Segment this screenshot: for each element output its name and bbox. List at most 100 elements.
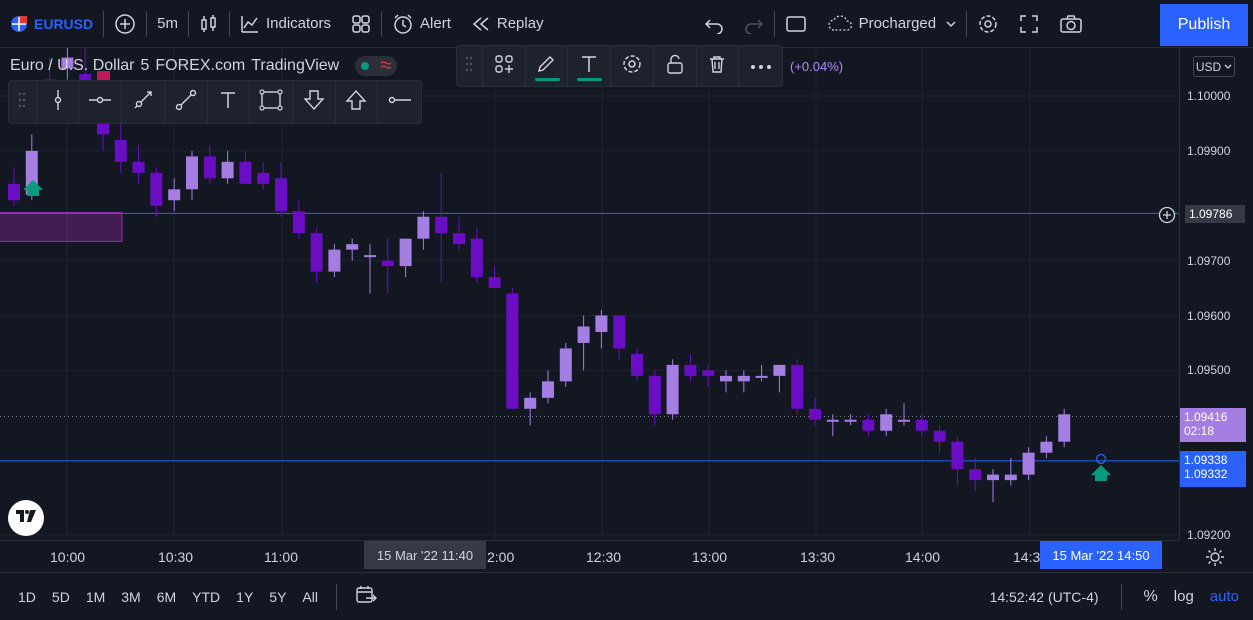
tradingview-logo[interactable] (8, 500, 44, 536)
publish-button[interactable]: Publish (1160, 4, 1248, 46)
add-alert-plus-icon[interactable] (1158, 206, 1176, 229)
auto-toggle[interactable]: auto (1209, 588, 1239, 605)
arrow-up-tool[interactable] (336, 80, 379, 124)
symbol-name: Euro / U.S. Dollar (10, 57, 135, 74)
range-all[interactable]: All (302, 588, 318, 605)
time-label: 14:00 (905, 549, 941, 565)
range-1m[interactable]: 1M (85, 588, 106, 605)
horizontal-line-price-tag: 1.09338 1.09332 (1180, 451, 1246, 487)
unlock-icon (665, 54, 685, 79)
divider (773, 10, 775, 37)
range-3m[interactable]: 3M (121, 588, 141, 605)
candle-body (186, 156, 198, 190)
delete-button[interactable] (697, 45, 740, 87)
vertical-line-tool[interactable] (37, 80, 80, 124)
settings-button[interactable] (967, 0, 1009, 48)
candle-body (1004, 474, 1017, 481)
candle-body (880, 414, 893, 431)
candle-body (435, 216, 448, 234)
range-1y[interactable]: 1Y (236, 588, 254, 605)
clock-timezone[interactable]: 14:52:42 (UTC-4) (989, 588, 1099, 605)
horizontal-line-tool[interactable] (79, 80, 123, 124)
price-tick-label: 1.09900 (1187, 143, 1231, 158)
price-tick-label: 1.09600 (1187, 308, 1231, 323)
goto-date-button[interactable] (347, 585, 385, 608)
lock-button[interactable] (654, 45, 697, 87)
price-tick-label: 1.10000 (1187, 89, 1231, 103)
ray-tool[interactable] (122, 80, 165, 124)
indicators-button[interactable]: Indicators (230, 0, 341, 48)
range-5d[interactable]: 5D (51, 588, 70, 605)
text-tool[interactable] (208, 80, 251, 124)
layout-name: Procharged (858, 15, 937, 32)
candle-body (595, 315, 608, 332)
candle-body (150, 172, 163, 206)
divider (146, 10, 148, 37)
line-color-button[interactable] (526, 45, 569, 87)
grid-icon (351, 14, 371, 34)
log-toggle[interactable]: log (1173, 588, 1194, 605)
candle-body (702, 370, 715, 376)
percent-toggle[interactable]: % (1143, 587, 1158, 605)
time-label: 14:3 (1013, 549, 1041, 565)
candle-body (453, 233, 465, 245)
time-label: 10:00 (50, 549, 86, 565)
arrow-up-icon (345, 89, 368, 116)
drawing-properties-toolbar (456, 45, 783, 87)
price-tick-label: 1.09700 (1187, 253, 1231, 268)
compare-button[interactable] (104, 0, 146, 48)
candle-body (559, 348, 572, 382)
symbol-legend[interactable]: Euro / U.S. Dollar 5 FOREX.com TradingVi… (10, 56, 398, 76)
trend-line-tool[interactable] (165, 80, 208, 124)
fullscreen-button[interactable] (1009, 0, 1049, 48)
candle-body (577, 326, 590, 343)
undo-button[interactable] (694, 0, 734, 48)
rectangle-icon (259, 88, 283, 116)
divider (228, 10, 230, 37)
layout-button[interactable] (775, 0, 817, 48)
range-6m[interactable]: 6M (156, 588, 177, 605)
calendar-goto-icon (355, 586, 377, 608)
divider (381, 10, 383, 37)
ray-icon (132, 89, 154, 116)
chart-type-button[interactable] (189, 0, 229, 48)
templates-tool-button[interactable] (483, 45, 526, 87)
candle-body (648, 375, 661, 415)
range-ytd[interactable]: YTD (192, 588, 221, 605)
line-anchor-point (1095, 453, 1107, 465)
more-button[interactable] (739, 45, 782, 87)
drag-handle[interactable] (9, 80, 37, 124)
market-status-pill[interactable] (355, 56, 398, 76)
axis-settings-button[interactable] (1205, 547, 1225, 572)
horizontal-line-icon (88, 90, 112, 115)
marker (97, 71, 110, 80)
candle-body (239, 161, 252, 184)
redo-button[interactable] (734, 0, 774, 48)
range-5y[interactable]: 5Y (269, 588, 287, 605)
templates-button[interactable] (341, 0, 381, 48)
status-dot-icon (360, 57, 369, 75)
drawing-settings-button[interactable] (611, 45, 654, 87)
layout-name-dropdown[interactable]: Procharged (817, 0, 967, 48)
fullscreen-icon (1019, 14, 1039, 34)
text-color-button[interactable] (568, 45, 612, 87)
range-1d[interactable]: 1D (18, 588, 36, 605)
horizontal-ray-tool[interactable] (378, 80, 421, 124)
rectangle-drawing (0, 211, 123, 242)
symbol-search[interactable]: EURUSD (0, 0, 103, 48)
alert-button[interactable]: Alert (382, 0, 461, 48)
replay-button[interactable]: Replay (461, 0, 554, 48)
time-axis[interactable] (0, 540, 1179, 572)
candle-body (221, 161, 234, 179)
time-label: 11:00 (264, 549, 298, 565)
line-price-1: 1.09338 (1184, 453, 1228, 467)
arrow-down-tool[interactable] (293, 80, 336, 124)
rectangle-tool[interactable] (250, 80, 293, 124)
drag-handle[interactable] (457, 45, 483, 87)
interval-button[interactable]: 5m (157, 15, 178, 32)
snapshot-button[interactable] (1049, 0, 1093, 48)
arrow-up-drawing (1091, 465, 1111, 481)
chart-pane[interactable] (0, 48, 1179, 540)
currency-dropdown[interactable]: USD (1193, 56, 1235, 77)
top-toolbar: EURUSD 5m Indicators Alert Replay Procha… (0, 0, 1253, 48)
